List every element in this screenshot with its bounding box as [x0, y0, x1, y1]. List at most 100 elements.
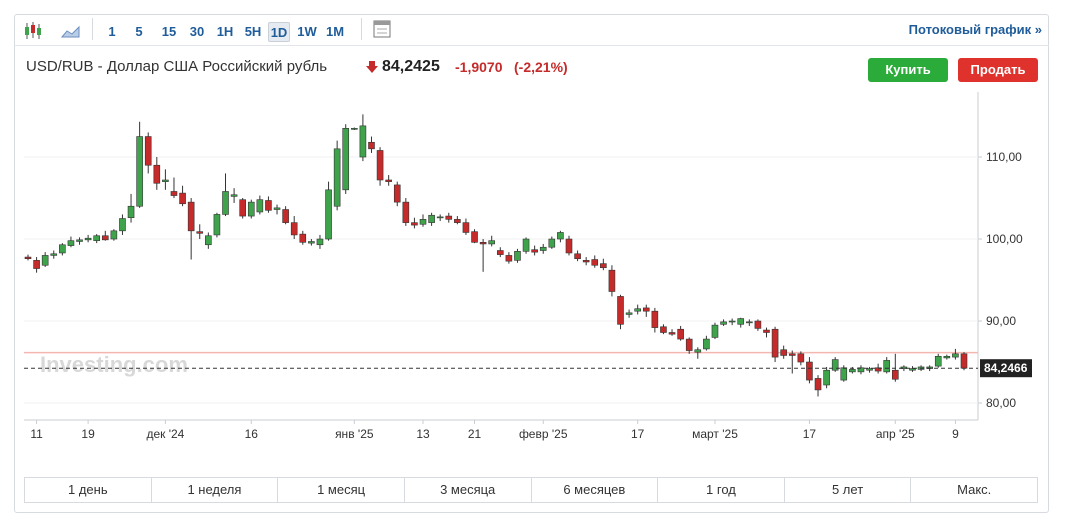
candle-body [179, 192, 186, 205]
candle-body [33, 260, 40, 269]
candle-body [462, 222, 470, 233]
x-tick-label: 19 [81, 427, 95, 441]
separator [361, 18, 362, 40]
candle-body [411, 222, 418, 226]
candle-body [788, 353, 796, 356]
toolbar-icons [25, 22, 80, 39]
range-button[interactable]: 1 год [658, 478, 785, 502]
x-tick-label: 16 [245, 427, 259, 441]
candle-body [625, 312, 633, 315]
change: -1,9070 [455, 59, 503, 75]
interval-button[interactable]: 5 [135, 24, 143, 39]
streaming-link[interactable]: Потоковый график » [908, 22, 1042, 37]
interval-button[interactable]: 1D [268, 22, 290, 42]
x-tick-label: 13 [416, 427, 430, 441]
candle-body [823, 369, 830, 386]
candle-body [591, 259, 599, 266]
candle-body [187, 201, 195, 232]
candle-body [119, 218, 126, 232]
interval-button[interactable]: 15 [161, 24, 177, 39]
candle-body [299, 233, 307, 243]
down-arrow [366, 61, 378, 73]
candle-body [76, 239, 83, 242]
candle-body [746, 321, 753, 324]
candle-body [892, 369, 899, 380]
candle-body [402, 201, 410, 223]
x-tick-label: 11 [30, 427, 43, 441]
range-button[interactable]: 1 неделя [152, 478, 279, 502]
candle-body [600, 263, 607, 269]
toolbar [14, 14, 1049, 46]
candle-body [67, 240, 75, 246]
calendar-icon[interactable] [372, 19, 392, 39]
candle-body [617, 296, 624, 325]
range-button[interactable]: 3 месяца [405, 478, 532, 502]
buy-button[interactable]: Купить [868, 58, 948, 82]
candle-body [496, 250, 504, 255]
y-tick-label: 80,00 [986, 396, 1016, 410]
candle-body [265, 200, 272, 211]
candle-body [642, 307, 650, 312]
x-tick-label: апр '25 [876, 427, 915, 441]
area-icon[interactable] [60, 25, 80, 38]
candle-body [376, 150, 384, 181]
candle-body [428, 214, 435, 223]
candle-body [247, 201, 255, 217]
candle-icon[interactable] [25, 22, 41, 39]
candle-body [50, 253, 58, 256]
range-button[interactable]: 5 лет [785, 478, 912, 502]
candle-body [41, 255, 49, 266]
chart: Investing.com 80,00 90,00 100,00 110,00 11 19… [24, 92, 1032, 441]
range-button[interactable]: Макс. [957, 482, 992, 497]
interval-button[interactable]: 5H [244, 24, 262, 39]
candle-body [514, 251, 521, 261]
watermark: Investing.com [40, 352, 188, 377]
candle-body [505, 255, 513, 262]
candle-body [866, 368, 873, 371]
candle-body [677, 328, 684, 340]
price: 84,2425 [382, 58, 440, 75]
interval-button[interactable]: 1 [108, 24, 116, 39]
widget-frame [14, 14, 1049, 513]
candle-body [909, 368, 916, 371]
candle-body [205, 235, 212, 246]
range-button[interactable]: 1 месяц [278, 478, 405, 502]
interval-button[interactable]: 1H [216, 24, 234, 39]
candle-body [196, 231, 204, 234]
candle-body [282, 209, 289, 223]
candle-body [454, 219, 461, 223]
candle-body [539, 246, 547, 251]
interval-button[interactable]: 1W [297, 24, 317, 39]
candle-body [393, 184, 401, 203]
candle-body [849, 369, 856, 373]
x-tick-label: дек '24 [146, 427, 184, 441]
pair-name: USD/RUB - Доллар США Российский рубль [26, 58, 328, 75]
candle-body [436, 216, 444, 219]
candle-body [325, 189, 332, 240]
x-tick-label: февр '25 [519, 427, 568, 441]
candle-body [93, 235, 100, 241]
candle-body [419, 219, 427, 225]
range-button[interactable]: 6 месяцев [532, 478, 659, 502]
candle-body [479, 242, 487, 245]
candle-body [110, 230, 118, 240]
candle-body [960, 353, 968, 369]
candle-body [308, 241, 315, 244]
candle-body [385, 179, 392, 182]
range-button[interactable]: 1 день [25, 478, 152, 502]
candle-body [694, 349, 702, 353]
candle-body [557, 232, 564, 240]
candle-body [351, 128, 358, 130]
candle-body [934, 355, 942, 367]
candle-body [943, 355, 951, 359]
x-tick-label: март '25 [692, 427, 738, 441]
interval-button[interactable]: 1M [325, 24, 345, 39]
interval-button[interactable]: 30 [189, 24, 205, 39]
candle-body [256, 199, 264, 213]
candle-body [84, 237, 92, 241]
candle-body [737, 318, 745, 325]
last-price-label: 84,2466 [984, 361, 1028, 375]
candle-body [720, 321, 727, 325]
candle-body [814, 378, 822, 391]
sell-button[interactable]: Продать [958, 58, 1038, 82]
